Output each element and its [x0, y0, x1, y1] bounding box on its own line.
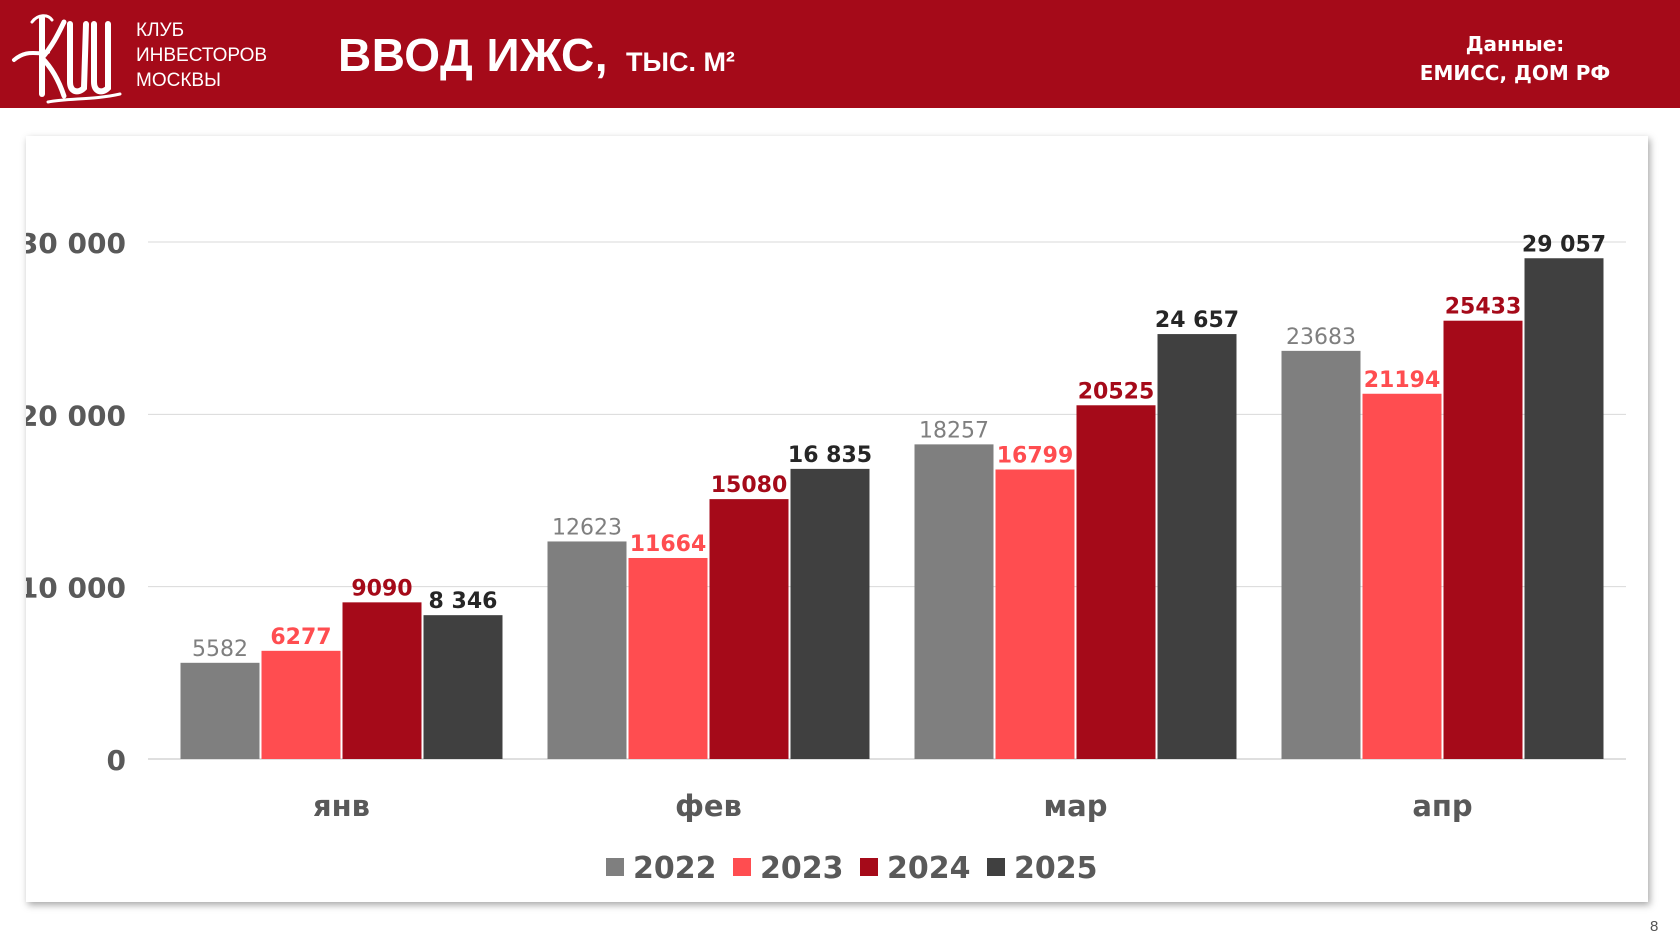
bar-2025-2	[1157, 334, 1237, 759]
y-tick-label: 20 000	[26, 399, 126, 432]
y-tick-label: 10 000	[26, 572, 126, 605]
page-title-text: ВВОД ИЖС,	[338, 29, 609, 81]
data-label: 11664	[630, 532, 707, 557]
bar-2022-2	[914, 444, 994, 759]
x-tick-label: апр	[1412, 789, 1472, 823]
legend-label: 2023	[760, 851, 844, 886]
header-bar: КЛУБ ИНВЕСТОРОВ МОСКВЫ ВВОД ИЖС, ТЫС. М² …	[0, 0, 1680, 108]
page-title: ВВОД ИЖС, ТЫС. М²	[338, 28, 735, 82]
data-label: 16799	[997, 443, 1074, 468]
x-tick-label: янв	[313, 789, 370, 823]
bar-chart: 0 10 000 20 000 30 000 5582 6277 9090 8 346 янв 1…	[26, 227, 1626, 886]
bar-2024-3	[1443, 320, 1523, 759]
data-source-label: Данные:	[1465, 32, 1565, 56]
bar-2022-0	[180, 662, 260, 759]
data-label: 6277	[270, 625, 331, 650]
club-logo-icon	[12, 14, 122, 104]
club-name-line: МОСКВЫ	[136, 70, 221, 91]
data-label: 18257	[919, 418, 989, 443]
data-label: 8 346	[429, 589, 498, 614]
legend-label: 2024	[887, 851, 971, 886]
data-label: 15080	[711, 473, 788, 498]
bar-2025-1	[790, 468, 870, 759]
club-name-line: КЛУБ	[136, 20, 185, 41]
legend-swatch	[860, 858, 878, 876]
y-tick-label: 30 000	[26, 227, 126, 260]
bar-2023-3	[1362, 393, 1442, 759]
page-number: 8	[1650, 918, 1659, 935]
data-source: Данные: ЕМИСС, ДОМ РФ	[1380, 30, 1650, 88]
legend-swatch	[606, 858, 624, 876]
bar-2024-0	[342, 602, 422, 759]
bar-2023-2	[995, 469, 1075, 759]
legend-swatch	[733, 858, 751, 876]
page-title-unit: ТЫС. М²	[626, 47, 735, 77]
y-tick-label: 0	[107, 744, 126, 777]
bar-2023-0	[261, 650, 341, 759]
club-name-line: ИНВЕСТОРОВ	[136, 45, 268, 66]
x-tick-label: фев	[675, 789, 742, 823]
chart-panel: 0 10 000 20 000 30 000 5582 6277 9090 8 346 янв 1…	[26, 136, 1648, 902]
legend-label: 2022	[633, 851, 717, 886]
data-label: 23683	[1286, 325, 1356, 350]
club-name: КЛУБ ИНВЕСТОРОВ МОСКВЫ	[136, 18, 267, 93]
bar-2024-2	[1076, 405, 1156, 759]
data-label: 9090	[351, 576, 412, 601]
bar-2023-1	[628, 557, 708, 759]
bar-2025-0	[423, 615, 503, 759]
bar-2022-1	[547, 541, 627, 759]
data-label: 24 657	[1155, 308, 1239, 333]
bar-2022-3	[1281, 350, 1361, 759]
legend-label: 2025	[1014, 851, 1098, 886]
bar-2025-3	[1524, 258, 1604, 759]
data-label: 20525	[1078, 379, 1155, 404]
data-label: 21194	[1364, 368, 1441, 393]
data-label: 5582	[192, 637, 248, 662]
data-label: 25433	[1445, 295, 1522, 320]
data-label: 12623	[552, 515, 622, 540]
data-label: 16 835	[788, 443, 872, 468]
data-label: 29 057	[1522, 232, 1606, 257]
data-source-value: ЕМИСС, ДОМ РФ	[1419, 61, 1611, 85]
x-tick-label: мар	[1043, 789, 1107, 823]
bar-2024-1	[709, 499, 789, 759]
legend-swatch	[987, 858, 1005, 876]
